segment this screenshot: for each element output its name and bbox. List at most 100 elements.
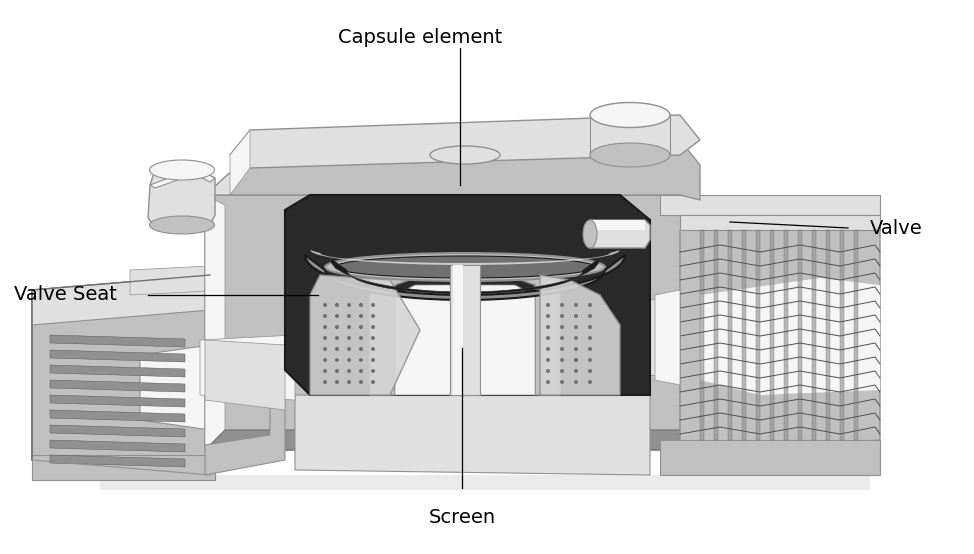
Ellipse shape	[574, 347, 578, 351]
Polygon shape	[840, 230, 844, 440]
Polygon shape	[50, 365, 185, 377]
Polygon shape	[660, 195, 880, 215]
Polygon shape	[370, 255, 560, 395]
Polygon shape	[330, 258, 600, 294]
Polygon shape	[32, 455, 215, 480]
Polygon shape	[305, 255, 625, 300]
Polygon shape	[130, 265, 230, 295]
Polygon shape	[50, 380, 185, 392]
Polygon shape	[295, 395, 650, 475]
Ellipse shape	[560, 325, 564, 329]
Ellipse shape	[335, 369, 339, 373]
Ellipse shape	[574, 369, 578, 373]
Polygon shape	[32, 275, 210, 325]
Polygon shape	[540, 275, 620, 395]
Ellipse shape	[371, 336, 375, 340]
Ellipse shape	[574, 303, 578, 307]
Polygon shape	[50, 395, 185, 407]
Ellipse shape	[347, 369, 351, 373]
Polygon shape	[150, 168, 215, 188]
Polygon shape	[826, 230, 830, 440]
Ellipse shape	[323, 303, 327, 307]
Polygon shape	[50, 455, 185, 467]
Ellipse shape	[323, 336, 327, 340]
Polygon shape	[728, 230, 732, 440]
Ellipse shape	[560, 314, 564, 318]
Polygon shape	[140, 345, 210, 430]
Polygon shape	[450, 265, 480, 395]
Ellipse shape	[546, 347, 550, 351]
Ellipse shape	[335, 325, 339, 329]
Polygon shape	[100, 475, 870, 490]
Polygon shape	[453, 265, 463, 395]
Ellipse shape	[430, 146, 500, 164]
Ellipse shape	[371, 347, 375, 351]
Ellipse shape	[371, 314, 375, 318]
Polygon shape	[205, 155, 700, 195]
Ellipse shape	[335, 380, 339, 384]
Ellipse shape	[335, 336, 339, 340]
Polygon shape	[205, 340, 285, 410]
Polygon shape	[590, 115, 670, 155]
Ellipse shape	[323, 325, 327, 329]
Ellipse shape	[574, 358, 578, 362]
Ellipse shape	[574, 325, 578, 329]
Polygon shape	[230, 115, 700, 168]
Ellipse shape	[347, 336, 351, 340]
Ellipse shape	[335, 358, 339, 362]
Polygon shape	[680, 230, 880, 455]
Ellipse shape	[347, 325, 351, 329]
Ellipse shape	[359, 303, 363, 307]
Ellipse shape	[546, 369, 550, 373]
Ellipse shape	[347, 358, 351, 362]
Polygon shape	[742, 230, 746, 440]
Ellipse shape	[588, 325, 592, 329]
Ellipse shape	[574, 314, 578, 318]
Ellipse shape	[560, 380, 564, 384]
Ellipse shape	[546, 314, 550, 318]
Ellipse shape	[335, 256, 595, 278]
Polygon shape	[50, 410, 185, 422]
Ellipse shape	[588, 336, 592, 340]
Polygon shape	[395, 285, 535, 395]
Ellipse shape	[359, 380, 363, 384]
Ellipse shape	[588, 347, 592, 351]
Polygon shape	[756, 230, 760, 440]
Ellipse shape	[325, 253, 605, 281]
Polygon shape	[148, 168, 215, 227]
Ellipse shape	[323, 347, 327, 351]
Ellipse shape	[323, 380, 327, 384]
Polygon shape	[205, 195, 225, 460]
Polygon shape	[50, 425, 185, 437]
Ellipse shape	[371, 325, 375, 329]
Ellipse shape	[574, 380, 578, 384]
Ellipse shape	[588, 314, 592, 318]
Polygon shape	[205, 430, 700, 450]
Polygon shape	[854, 230, 858, 440]
Polygon shape	[585, 220, 650, 248]
Ellipse shape	[149, 160, 214, 180]
Text: Capsule element: Capsule element	[338, 28, 503, 47]
Polygon shape	[700, 230, 704, 440]
Ellipse shape	[560, 347, 564, 351]
Polygon shape	[650, 295, 680, 380]
Polygon shape	[230, 140, 700, 200]
Ellipse shape	[560, 336, 564, 340]
Ellipse shape	[371, 303, 375, 307]
Ellipse shape	[546, 336, 550, 340]
Ellipse shape	[560, 358, 564, 362]
Ellipse shape	[560, 369, 564, 373]
Ellipse shape	[590, 102, 670, 127]
Polygon shape	[660, 440, 880, 475]
Text: Valve Seat: Valve Seat	[14, 285, 117, 305]
Polygon shape	[230, 130, 250, 195]
Ellipse shape	[588, 358, 592, 362]
Polygon shape	[655, 290, 680, 385]
Polygon shape	[50, 350, 185, 362]
Polygon shape	[50, 335, 185, 347]
Ellipse shape	[335, 303, 339, 307]
Polygon shape	[50, 440, 185, 452]
Polygon shape	[700, 278, 880, 395]
Ellipse shape	[546, 303, 550, 307]
Ellipse shape	[335, 347, 339, 351]
